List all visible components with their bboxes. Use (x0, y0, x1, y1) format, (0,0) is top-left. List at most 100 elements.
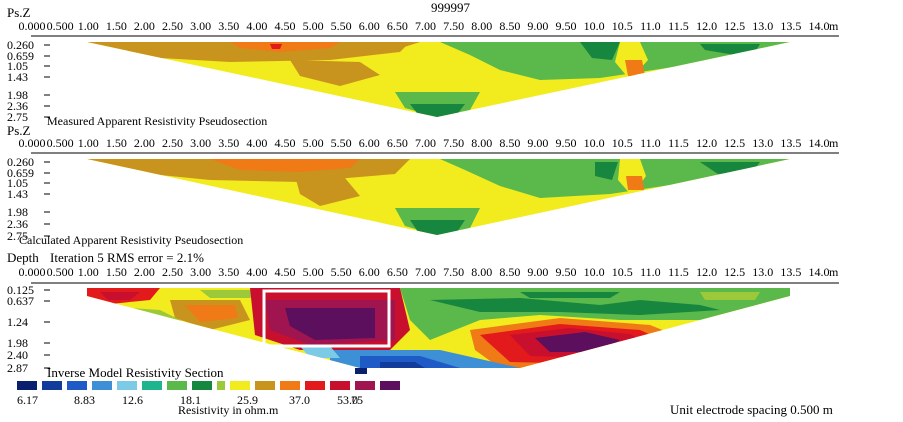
x-tick-label: 13.0 (752, 136, 773, 150)
x-tick-label: 0.500 (47, 19, 74, 33)
x-tick-label: 7.00 (415, 136, 436, 150)
figure-title: 999997 (431, 0, 471, 15)
x-tick-label: 5.00 (303, 265, 324, 279)
legend-swatch (305, 381, 325, 390)
x-tick-label: 9.50 (556, 265, 577, 279)
y-tick-label: 2.75 (7, 110, 28, 124)
x-unit-label: m (829, 136, 839, 150)
x-tick-label: 9.00 (527, 136, 548, 150)
x-tick-label: 0.000 (19, 19, 46, 33)
x-tick-label: 14.0 (809, 136, 830, 150)
legend-swatch (142, 381, 162, 390)
legend-swatch (217, 381, 225, 390)
x-tick-label: 12.0 (696, 265, 717, 279)
x-tick-label: 10.5 (612, 19, 633, 33)
y-tick-label: 0.260 (7, 155, 34, 169)
measured-caption: Measured Apparent Resistivity Pseudosect… (47, 114, 267, 128)
calculated-panel: Ps.Z 0.000 0.500 1.00 1.50 2.00 2.50 3.00 3.50 4… (7, 123, 839, 247)
x-tick-label: 11.5 (668, 19, 689, 33)
x-tick-label: 4.00 (246, 265, 267, 279)
measured-x-axis: 0.000 0.500 1.00 1.50 2.00 2.50 3.00 3.50 4.00 4.… (19, 19, 840, 33)
unit-spacing-note: Unit electrode spacing 0.500 m (670, 402, 833, 417)
legend-label: 8.83 (74, 393, 95, 407)
x-tick-label: 5.50 (331, 136, 352, 150)
x-tick-label: 0.000 (19, 136, 46, 150)
x-tick-label: 8.00 (471, 19, 492, 33)
x-tick-label: 2.50 (162, 265, 183, 279)
x-tick-label: 11.5 (668, 136, 689, 150)
legend-swatch (355, 381, 375, 390)
y-tick-label: 2.36 (7, 217, 28, 231)
x-tick-label: 14.0 (809, 19, 830, 33)
x-tick-label: 0.500 (47, 265, 74, 279)
legend-swatch (17, 381, 37, 390)
y-tick-label: 1.43 (7, 187, 28, 201)
x-tick-label: 1.50 (106, 19, 127, 33)
x-tick-label: 5.50 (331, 265, 352, 279)
calculated-caption: Calculated Apparent Resistivity Pseudose… (19, 233, 243, 247)
legend-swatch (67, 381, 87, 390)
x-tick-label: 8.50 (499, 265, 520, 279)
x-tick-label: 9.00 (527, 19, 548, 33)
calculated-x-axis: 0.000 0.500 1.00 1.50 2.00 2.50 3.00 3.50 4.00 4.… (19, 136, 840, 150)
x-tick-label: 11.0 (640, 19, 661, 33)
x-tick-label: 4.50 (274, 265, 295, 279)
x-tick-label: 2.00 (134, 265, 155, 279)
y-tick-label: 2.75 (7, 229, 28, 243)
x-tick-label: 6.50 (387, 265, 408, 279)
legend-swatch (380, 381, 400, 390)
x-tick-label: 12.5 (724, 265, 745, 279)
x-unit-label: m (829, 265, 839, 279)
measured-pseudosection (87, 42, 790, 117)
x-tick-label: 6.50 (387, 19, 408, 33)
x-tick-label: 1.50 (106, 265, 127, 279)
x-tick-label: 10.0 (584, 136, 605, 150)
x-tick-label: 13.0 (752, 19, 773, 33)
legend-label: 53.0 (337, 393, 358, 407)
x-tick-label: 0.000 (19, 265, 46, 279)
x-tick-label: 3.50 (218, 265, 239, 279)
legend-swatch (255, 381, 275, 390)
x-tick-label: 8.50 (499, 136, 520, 150)
color-scale-legend: 6.17 8.83 12.6 18.1 25.9 37.0 53.075 (17, 381, 400, 407)
x-tick-label: 7.50 (443, 136, 464, 150)
anomaly-highlight-box (262, 289, 391, 348)
legend-swatch (230, 381, 250, 390)
x-unit-label: m (829, 19, 839, 33)
x-tick-label: 12.0 (696, 19, 717, 33)
x-tick-label: 0.500 (47, 136, 74, 150)
x-tick-label: 13.0 (752, 265, 773, 279)
y-tick-label: 0.659 (7, 166, 34, 180)
x-tick-label: 3.50 (218, 19, 239, 33)
x-tick-label: 4.00 (246, 19, 267, 33)
x-tick-label: 13.5 (780, 136, 801, 150)
y-tick-label: 1.24 (7, 315, 28, 329)
x-tick-label: 12.5 (724, 19, 745, 33)
x-tick-label: 6.00 (359, 265, 380, 279)
calculated-depth-label: Ps.Z (7, 123, 31, 138)
x-tick-label: 3.00 (190, 136, 211, 150)
inverse-model-section (87, 288, 790, 368)
x-tick-label: 2.50 (162, 136, 183, 150)
x-tick-label: 7.00 (415, 19, 436, 33)
x-tick-label: 4.50 (274, 136, 295, 150)
legend-label: 12.6 (122, 393, 143, 407)
x-tick-label: 7.00 (415, 265, 436, 279)
x-tick-label: 4.50 (274, 19, 295, 33)
legend-label: 18.1 (180, 393, 201, 407)
x-tick-label: 1.50 (106, 136, 127, 150)
y-tick-label: 1.43 (7, 70, 28, 84)
inverse-depth-label: Depth (7, 250, 39, 265)
x-tick-label: 10.0 (584, 19, 605, 33)
legend-label: 6.17 (17, 393, 38, 407)
x-tick-label: 2.00 (134, 136, 155, 150)
x-tick-label: 8.50 (499, 19, 520, 33)
measured-depth-label: Ps.Z (7, 5, 31, 20)
y-tick-label: 1.05 (7, 176, 28, 190)
x-tick-label: 14.0 (809, 265, 830, 279)
x-tick-label: 7.50 (443, 19, 464, 33)
y-tick-label: 1.98 (7, 88, 28, 102)
